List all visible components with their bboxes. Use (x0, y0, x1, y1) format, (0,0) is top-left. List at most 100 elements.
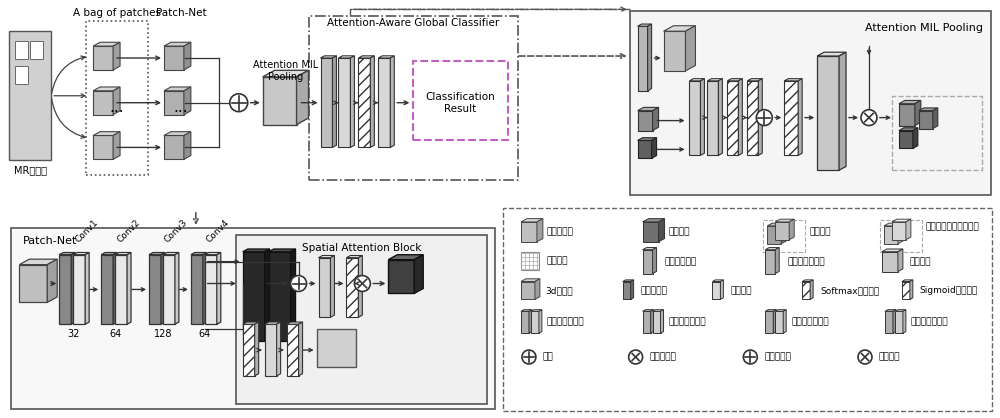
Polygon shape (350, 56, 354, 148)
Polygon shape (184, 87, 191, 115)
Bar (236, 235, 487, 404)
Bar (763, 220, 805, 252)
Polygon shape (898, 249, 903, 272)
Polygon shape (802, 281, 810, 299)
Polygon shape (535, 279, 540, 299)
Polygon shape (638, 111, 653, 130)
Text: 注意力权重向量: 注意力权重向量 (787, 257, 825, 266)
Polygon shape (277, 322, 281, 376)
Polygon shape (297, 70, 309, 125)
Bar (30, 41, 43, 59)
Polygon shape (707, 79, 722, 81)
Bar (630, 11, 991, 195)
Polygon shape (378, 56, 394, 58)
Polygon shape (885, 310, 896, 311)
Polygon shape (643, 250, 653, 273)
Polygon shape (85, 252, 89, 324)
Polygon shape (653, 310, 664, 311)
Polygon shape (529, 310, 532, 333)
Text: 最大池化层: 最大池化层 (641, 286, 667, 295)
Polygon shape (712, 281, 720, 299)
Polygon shape (899, 104, 915, 125)
Polygon shape (217, 252, 221, 324)
Text: 元素级乘法: 元素级乘法 (650, 352, 676, 362)
Polygon shape (765, 310, 776, 311)
Polygon shape (531, 310, 542, 311)
Polygon shape (659, 219, 665, 242)
Polygon shape (910, 280, 913, 299)
Polygon shape (93, 46, 113, 70)
Text: Attention MIL Pooling: Attention MIL Pooling (865, 23, 983, 33)
Text: Spatial Attention Block: Spatial Attention Block (302, 243, 421, 253)
Polygon shape (93, 87, 120, 91)
Polygon shape (531, 311, 539, 333)
Polygon shape (93, 91, 113, 115)
Text: 128: 128 (154, 329, 172, 339)
Polygon shape (784, 79, 802, 81)
Polygon shape (638, 107, 659, 111)
Polygon shape (358, 255, 362, 317)
Polygon shape (388, 255, 423, 260)
Polygon shape (775, 311, 783, 333)
Polygon shape (903, 310, 906, 333)
Polygon shape (919, 108, 938, 111)
Polygon shape (149, 252, 165, 255)
Polygon shape (19, 265, 47, 302)
Polygon shape (899, 100, 921, 104)
Polygon shape (73, 255, 85, 324)
Polygon shape (71, 252, 75, 324)
Polygon shape (899, 128, 918, 130)
Bar (11, 228, 495, 409)
Polygon shape (906, 219, 911, 240)
Text: A bag of patches: A bag of patches (73, 8, 161, 18)
Polygon shape (265, 324, 277, 376)
Polygon shape (718, 79, 722, 155)
Bar (880, 220, 922, 252)
Text: 影响分数向量: 影响分数向量 (665, 257, 697, 266)
Polygon shape (652, 138, 657, 158)
Polygon shape (113, 42, 120, 70)
Text: 64: 64 (199, 329, 211, 339)
Polygon shape (765, 250, 775, 273)
Polygon shape (882, 249, 903, 252)
Polygon shape (895, 311, 903, 333)
Polygon shape (767, 223, 786, 226)
Text: 连接: 连接 (543, 352, 554, 362)
Polygon shape (59, 255, 71, 324)
Polygon shape (191, 255, 203, 324)
Polygon shape (664, 26, 695, 31)
Polygon shape (884, 223, 903, 226)
Polygon shape (319, 255, 334, 257)
Text: ···: ··· (110, 105, 124, 120)
Polygon shape (269, 249, 296, 252)
Polygon shape (127, 252, 131, 324)
Text: 元素级加法: 元素级加法 (764, 352, 791, 362)
Bar (521, 252, 539, 270)
Polygon shape (320, 58, 332, 148)
Text: 块级特征: 块级特征 (669, 227, 690, 236)
Polygon shape (388, 260, 414, 293)
Circle shape (861, 110, 877, 125)
Text: 3d卷积层: 3d卷积层 (545, 286, 572, 295)
Polygon shape (163, 252, 179, 255)
Text: 注意力激活的全局特征: 注意力激活的全局特征 (926, 222, 980, 232)
Polygon shape (631, 280, 634, 299)
Polygon shape (537, 219, 543, 242)
Text: Classification
Result: Classification Result (425, 92, 495, 114)
Polygon shape (93, 135, 113, 159)
Polygon shape (919, 111, 933, 129)
Text: 原始图像块: 原始图像块 (547, 227, 574, 236)
Polygon shape (643, 310, 654, 311)
Circle shape (743, 350, 757, 364)
Polygon shape (638, 26, 648, 91)
Polygon shape (775, 247, 779, 273)
Text: 64: 64 (109, 329, 121, 339)
Text: Attention MIL
Pooling: Attention MIL Pooling (253, 60, 318, 82)
Polygon shape (521, 219, 543, 222)
Polygon shape (358, 58, 370, 148)
Polygon shape (775, 310, 786, 311)
Polygon shape (164, 91, 184, 115)
Circle shape (629, 350, 643, 364)
Polygon shape (115, 255, 127, 324)
Polygon shape (184, 132, 191, 159)
